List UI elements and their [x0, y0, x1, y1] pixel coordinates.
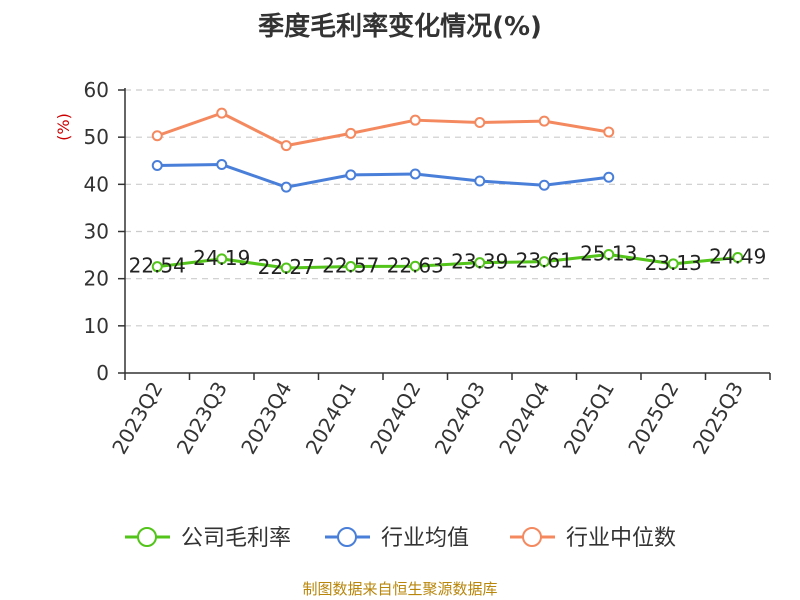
y-tick-label: 0 [96, 361, 109, 385]
source-note: 制图数据来自恒生聚源数据库 [302, 580, 498, 598]
data-label: 23.13 [645, 251, 702, 275]
x-tick-label: 2025Q1 [559, 378, 619, 459]
series-line [157, 252, 738, 270]
data-label: 24.49 [709, 244, 766, 268]
y-tick-label: 30 [84, 220, 109, 244]
x-tick-label: 2025Q2 [623, 378, 683, 459]
legend-marker [337, 527, 357, 547]
data-label: 22.63 [387, 253, 444, 277]
data-point [216, 253, 228, 265]
y-tick-label: 60 [84, 78, 109, 102]
x-tick-label: 2024Q3 [430, 378, 490, 459]
data-point [474, 175, 486, 187]
data-point [603, 248, 615, 260]
legend-label: 公司毛利率 [181, 526, 291, 551]
data-point [280, 181, 292, 193]
data-point [474, 117, 486, 129]
series-lines [151, 107, 744, 274]
data-point [216, 107, 228, 119]
data-point [603, 171, 615, 183]
x-tick-label: 2023Q3 [172, 378, 232, 459]
x-tick-label: 2023Q4 [236, 378, 296, 459]
data-point [538, 179, 550, 191]
y-tick-label: 50 [84, 125, 109, 149]
data-point [345, 261, 357, 273]
series-line [157, 163, 609, 189]
data-point [151, 159, 163, 171]
x-tick-label: 2024Q2 [365, 378, 425, 459]
data-label: 23.39 [451, 250, 508, 274]
y-unit-label: (%) [54, 113, 73, 141]
grid-lines [125, 89, 770, 327]
data-point [603, 126, 615, 138]
data-label: 25.13 [580, 241, 637, 265]
data-label: 22.27 [258, 255, 315, 279]
chart-title: 季度毛利率变化情况(%) [258, 12, 542, 42]
data-point [409, 260, 421, 272]
data-point [409, 114, 421, 126]
data-label: 22.54 [129, 254, 186, 278]
data-point [732, 251, 744, 263]
legend-marker [137, 527, 157, 547]
y-tick-label: 20 [84, 267, 109, 291]
x-tick-label: 2025Q3 [688, 378, 748, 459]
x-tick-label: 2024Q1 [301, 378, 361, 459]
data-point [667, 258, 679, 270]
y-tick-label: 40 [84, 172, 109, 196]
data-point [474, 257, 486, 269]
x-tick-label: 2023Q2 [107, 378, 167, 459]
data-label: 23.61 [516, 249, 573, 273]
data-label: 22.57 [322, 254, 379, 278]
data-label: 24.19 [193, 246, 250, 270]
data-point [345, 169, 357, 181]
data-point [151, 261, 163, 273]
data-point [151, 130, 163, 142]
data-point [280, 262, 292, 274]
data-point [538, 256, 550, 268]
legend: 公司毛利率 行业均值 行业中位数 [125, 526, 676, 551]
data-point [409, 168, 421, 180]
data-labels: 22.54 24.19 22.27 22.57 22.63 23.39 23.61 25.13… [129, 241, 767, 278]
data-point [345, 127, 357, 139]
x-tick-label: 2024Q4 [494, 378, 554, 459]
y-tick-label: 10 [84, 314, 109, 338]
data-point [216, 159, 228, 171]
legend-label: 行业中位数 [566, 526, 676, 551]
data-point [280, 140, 292, 152]
legend-label: 行业均值 [381, 526, 469, 551]
series-line [156, 111, 609, 148]
legend-marker [522, 527, 542, 547]
data-point [538, 115, 550, 127]
